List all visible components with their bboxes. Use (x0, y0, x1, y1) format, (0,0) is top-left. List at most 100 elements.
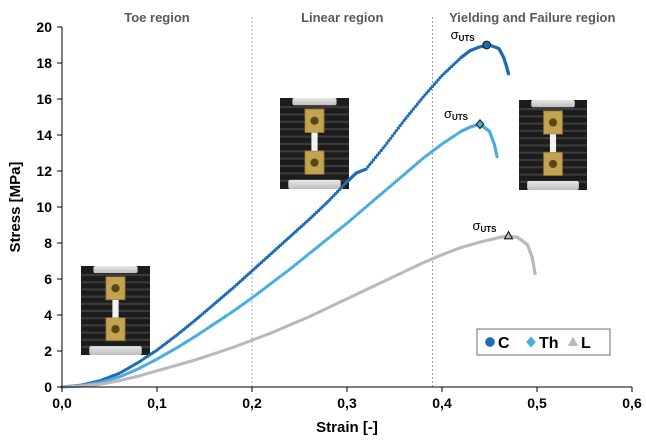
data-point (229, 346, 233, 350)
data-point (134, 368, 138, 372)
uts-marker-L (503, 230, 514, 240)
data-point (115, 376, 119, 380)
data-point (305, 316, 309, 320)
upper-bolt (111, 284, 120, 293)
data-point (368, 162, 372, 167)
data-point (267, 283, 271, 287)
data-point (210, 304, 214, 308)
data-point (436, 78, 440, 82)
data-point (421, 95, 425, 99)
data-point (457, 246, 461, 250)
data-point (402, 119, 406, 123)
x-tick-label: 0,1 (147, 395, 167, 411)
photo-stripe (81, 274, 150, 277)
specimen-strip (311, 132, 318, 151)
data-point (305, 253, 309, 257)
y-tick-label: 10 (36, 199, 52, 215)
data-point (330, 196, 334, 200)
data-point (391, 134, 395, 138)
data-point (415, 102, 419, 106)
data-point (362, 207, 366, 211)
data-point (406, 114, 410, 118)
data-point (286, 236, 290, 241)
data-point (375, 153, 379, 157)
series-Th (60, 122, 499, 389)
data-point (286, 324, 290, 328)
data-point (383, 144, 387, 148)
data-point (427, 89, 431, 93)
y-tick-label: 18 (36, 55, 52, 71)
y-tick-label: 14 (36, 127, 52, 143)
data-point (343, 182, 347, 186)
data-point (172, 364, 176, 368)
uts-subscript: UTS (452, 113, 469, 122)
specimen-strip (112, 299, 119, 318)
data-point (172, 335, 176, 339)
data-point (495, 153, 499, 157)
data-point (457, 57, 461, 62)
data-point (381, 146, 385, 150)
data-point (394, 129, 398, 133)
data-point (335, 190, 340, 194)
data-point (153, 349, 157, 353)
region-label: Yielding and Failure region (449, 10, 615, 25)
data-point (434, 80, 438, 84)
data-point (153, 369, 157, 373)
grip-bottom-plate (527, 181, 579, 190)
y-tick-label: 8 (44, 235, 52, 251)
data-point (339, 186, 343, 190)
data-point (400, 174, 404, 178)
data-point (408, 111, 412, 116)
uts-subscript: UTS (459, 34, 476, 43)
specimen-strip (549, 134, 557, 153)
data-point (419, 262, 423, 266)
uts-label: σUTS (472, 218, 497, 234)
data-point (115, 379, 119, 383)
legend: C Th L (476, 328, 611, 356)
data-point (267, 332, 271, 336)
specimen-photo-toe (81, 266, 150, 355)
x-tick-label: 0,4 (432, 395, 452, 411)
data-point (229, 311, 233, 315)
data-point (423, 93, 427, 97)
data-point (398, 124, 402, 128)
lower-bolt (111, 325, 120, 334)
legend-label: Th (539, 335, 559, 352)
uts-sigma: σ (472, 218, 480, 233)
data-point (343, 223, 347, 227)
data-point (248, 297, 252, 301)
uts-label: σUTS (451, 27, 476, 43)
legend-label: L (581, 335, 591, 352)
data-point (387, 139, 391, 143)
data-point (372, 158, 376, 162)
grip-bottom-plate (288, 179, 341, 189)
data-point (373, 155, 378, 160)
uts-subscript: UTS (481, 225, 498, 234)
data-point (115, 372, 119, 376)
axes: 0,0 0,1 0,2 0,3 0,4 0,5 0,6 0 2 4 6 8 10 12 14 16 18 20 St… (7, 19, 642, 436)
region-dividers: Toe region Linear region Yielding and Fail… (124, 10, 615, 387)
data-point (324, 307, 328, 311)
data-point (385, 141, 389, 145)
y-tick-label: 12 (36, 163, 52, 179)
legend-marker-L (567, 336, 579, 346)
data-point (191, 336, 195, 340)
uts-label: σUTS (444, 106, 469, 122)
data-point (332, 194, 336, 198)
upper-bolt (548, 118, 558, 127)
y-axis-label: Stress [MPa] (7, 162, 24, 253)
data-point (305, 219, 309, 223)
data-point (506, 71, 510, 75)
data-point (370, 160, 374, 164)
data-point (324, 238, 328, 242)
data-point (417, 100, 421, 104)
photo-stripe (280, 106, 349, 109)
data-point (134, 362, 138, 366)
photo-stripe (519, 108, 587, 111)
data-point (419, 158, 423, 162)
y-tick-label: 16 (36, 91, 52, 107)
data-point (229, 288, 233, 292)
data-point (430, 84, 435, 88)
x-tick-label: 0,2 (242, 395, 262, 411)
data-point (210, 352, 214, 356)
